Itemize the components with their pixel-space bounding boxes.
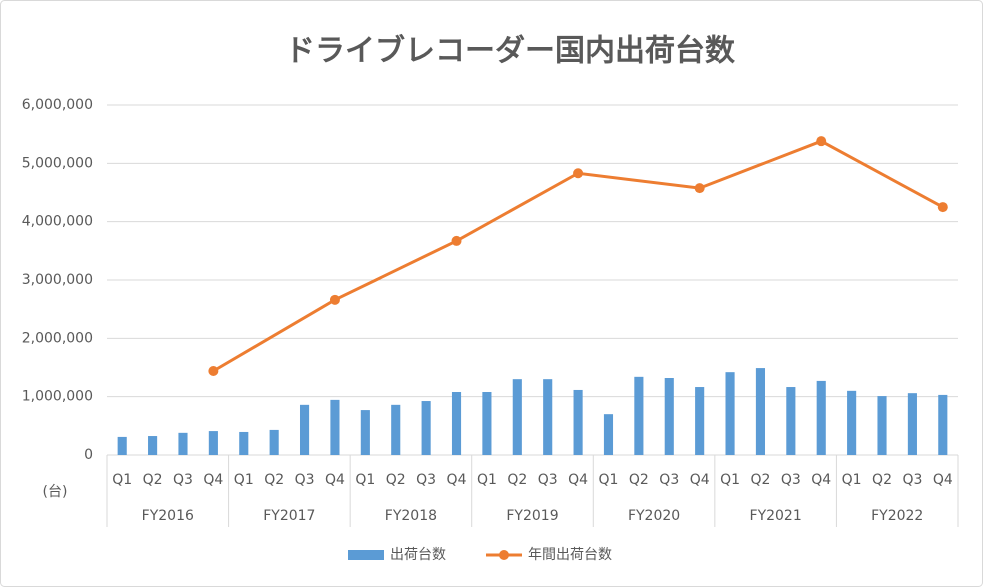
x-tick-label: Q1 — [842, 472, 862, 488]
legend-label: 出荷台数 — [390, 547, 446, 563]
y-tick-label: 0 — [84, 447, 93, 463]
chart-title: ドライブレコーダー国内出荷台数 — [285, 34, 736, 69]
x-tick-label: Q2 — [629, 472, 649, 488]
x-group-label: FY2019 — [506, 508, 558, 524]
x-tick-label: Q3 — [902, 472, 922, 488]
x-tick-label: Q1 — [720, 472, 740, 488]
x-tick-label: Q3 — [781, 472, 801, 488]
legend-label: 年間出荷台数 — [528, 547, 612, 563]
y-tick-label: 1,000,000 — [22, 389, 93, 405]
line-point — [329, 294, 340, 305]
line-point — [694, 183, 705, 194]
x-tick-label: Q4 — [933, 472, 953, 488]
x-tick-label: Q3 — [295, 472, 315, 488]
x-tick-label: Q1 — [599, 472, 619, 488]
bar — [573, 389, 583, 455]
y-tick-label: 5,000,000 — [22, 155, 93, 171]
x-tick-label: Q1 — [477, 472, 497, 488]
x-tick-label: Q3 — [173, 472, 193, 488]
bar — [117, 436, 127, 455]
bar — [208, 431, 218, 455]
bar — [451, 392, 462, 455]
line-point — [208, 366, 219, 376]
bar — [178, 432, 188, 455]
line-point — [573, 168, 584, 179]
bar — [299, 404, 310, 455]
x-group-label: FY2020 — [628, 508, 680, 524]
bar — [695, 387, 705, 455]
x-tick-label: Q1 — [112, 472, 132, 488]
x-tick-label: Q3 — [416, 472, 436, 488]
y-tick-label: 2,000,000 — [22, 330, 93, 346]
y-unit-label: (台) — [43, 484, 68, 500]
x-group-label: FY2022 — [871, 508, 923, 524]
x-tick-label: Q4 — [203, 472, 223, 488]
x-tick-label: Q4 — [690, 472, 710, 488]
x-tick-label: Q2 — [750, 472, 770, 488]
bar — [847, 390, 857, 455]
line-point — [937, 202, 948, 213]
line-point — [451, 235, 462, 246]
bar — [391, 404, 401, 455]
bar — [755, 368, 766, 455]
x-tick-label: Q2 — [507, 472, 527, 488]
x-tick-label: Q4 — [568, 472, 588, 488]
bar — [148, 436, 158, 455]
x-tick-label: Q2 — [143, 472, 163, 488]
bar — [543, 379, 553, 455]
bar — [725, 372, 735, 455]
bar — [360, 410, 370, 455]
bar — [816, 380, 826, 455]
x-tick-label: Q2 — [264, 472, 284, 488]
x-tick-label: Q4 — [447, 472, 467, 488]
bar — [877, 396, 887, 455]
legend-swatch — [348, 550, 384, 560]
bar — [512, 379, 522, 455]
bar — [239, 431, 249, 455]
line-point — [816, 136, 827, 147]
bar — [603, 414, 614, 455]
x-tick-label: Q4 — [325, 472, 345, 488]
y-tick-label: 4,000,000 — [22, 214, 93, 230]
bar — [907, 393, 917, 455]
y-tick-label: 6,000,000 — [22, 97, 93, 113]
x-tick-label: Q3 — [538, 472, 558, 488]
y-tick-label: 3,000,000 — [22, 272, 93, 288]
x-tick-label: Q1 — [234, 472, 254, 488]
bar — [482, 392, 492, 455]
x-tick-label: Q3 — [659, 472, 679, 488]
bar — [421, 401, 431, 455]
x-group-label: FY2016 — [142, 508, 194, 524]
bar — [664, 378, 674, 455]
bar — [938, 394, 948, 455]
x-tick-label: Q1 — [355, 472, 375, 488]
x-tick-label: Q2 — [386, 472, 406, 488]
bar — [330, 399, 340, 455]
bar — [786, 387, 796, 455]
x-group-label: FY2021 — [750, 508, 802, 524]
x-group-label: FY2018 — [385, 508, 437, 524]
bar — [269, 429, 279, 455]
bar — [634, 376, 644, 455]
legend-swatch-point — [499, 550, 509, 560]
x-tick-label: Q4 — [811, 472, 831, 488]
x-tick-label: Q2 — [872, 472, 892, 488]
x-group-label: FY2017 — [263, 508, 315, 524]
